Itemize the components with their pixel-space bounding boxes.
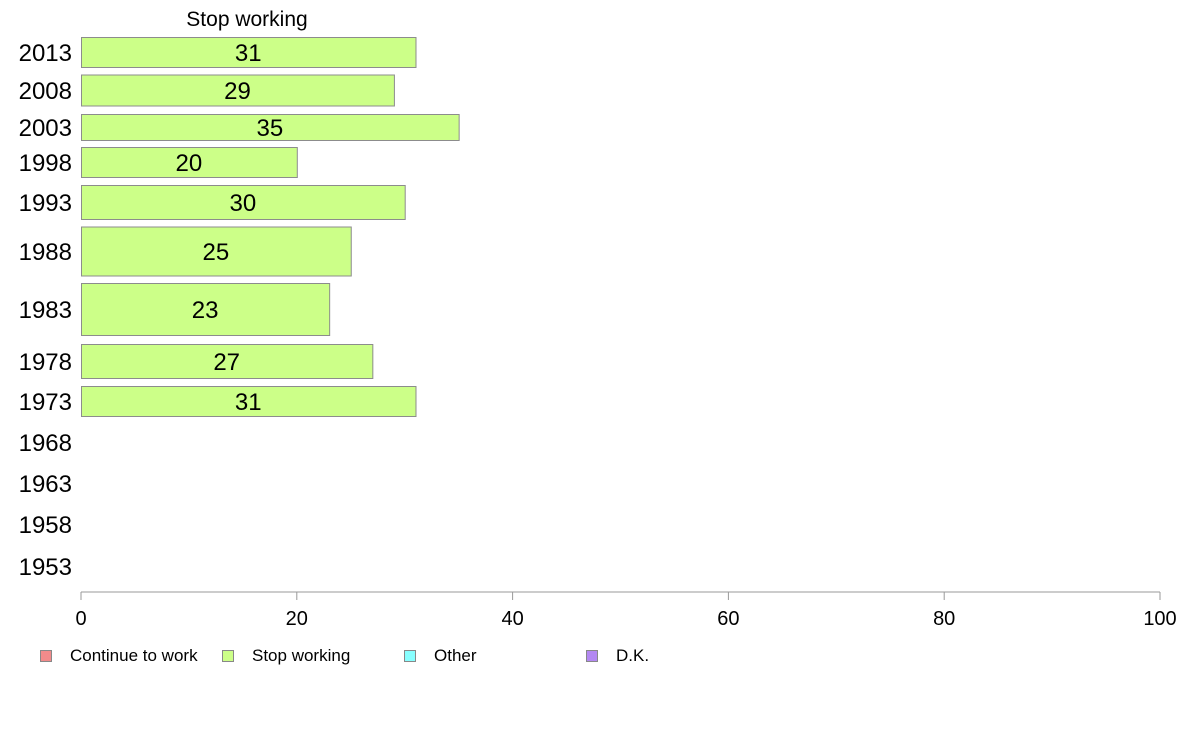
bar-stop-working-1978 xyxy=(81,344,374,379)
legend-item-other: Other xyxy=(404,646,477,666)
bar-value-label-1988: 25 xyxy=(203,239,230,266)
year-labels-group: 2013 2008 2003 1998 1993 1988 1983 1978 1973 1968… xyxy=(19,40,72,581)
legend-item-continue-to-work: Continue to work xyxy=(40,646,198,666)
bar-value-label-2013: 31 xyxy=(235,40,262,67)
bar-stop-working-1998 xyxy=(81,147,298,178)
bar-value-label-1978: 27 xyxy=(213,349,240,376)
legend-item-dk: D.K. xyxy=(586,646,649,666)
year-label-2013: 2013 xyxy=(19,40,72,67)
legend-label-continue-to-work: Continue to work xyxy=(70,646,198,665)
series-header: Stop working xyxy=(186,8,307,31)
year-label-2003: 2003 xyxy=(19,115,72,142)
bar-value-label-1973: 31 xyxy=(235,389,262,416)
legend-swatch-continue-to-work xyxy=(40,650,52,662)
x-tick-label-100: 100 xyxy=(1143,608,1176,630)
legend-swatch-stop-working xyxy=(222,650,234,662)
year-label-1988: 1988 xyxy=(19,239,72,266)
legend-item-stop-working: Stop working xyxy=(222,646,350,666)
bar-stop-working-1973 xyxy=(81,386,417,417)
x-tick-label-40: 40 xyxy=(501,608,523,630)
x-ticks-group: 0 20 40 60 80 100 xyxy=(75,592,1177,630)
legend: Continue to work Stop working Other D.K. xyxy=(0,646,1188,670)
bar-stop-working-1983 xyxy=(81,283,331,336)
x-tick-label-80: 80 xyxy=(933,608,955,630)
year-label-1968: 1968 xyxy=(19,430,72,457)
year-label-1953: 1953 xyxy=(19,554,72,581)
bar-stop-working-1988 xyxy=(81,226,352,277)
legend-label-stop-working: Stop working xyxy=(252,646,351,665)
year-label-1998: 1998 xyxy=(19,150,72,177)
year-label-2008: 2008 xyxy=(19,78,72,105)
year-label-1963: 1963 xyxy=(19,471,72,498)
year-label-1978: 1978 xyxy=(19,349,72,376)
x-tick-label-60: 60 xyxy=(717,608,739,630)
year-label-1993: 1993 xyxy=(19,190,72,217)
bar-stop-working-2003 xyxy=(81,114,460,141)
bar-stop-working-2013 xyxy=(81,37,417,68)
x-tick-label-20: 20 xyxy=(286,608,308,630)
legend-label-other: Other xyxy=(434,646,477,665)
bar-value-label-2008: 29 xyxy=(224,78,251,105)
bar-stop-working-1993 xyxy=(81,185,406,220)
bar-stop-working-2008 xyxy=(81,74,395,107)
bar-value-label-1983: 23 xyxy=(192,297,219,324)
bar-value-label-1993: 30 xyxy=(229,190,256,217)
x-tick-label-0: 0 xyxy=(75,608,86,630)
bar-value-label-1998: 20 xyxy=(176,150,203,177)
year-label-1958: 1958 xyxy=(19,512,72,539)
legend-swatch-dk xyxy=(586,650,598,662)
year-label-1983: 1983 xyxy=(19,297,72,324)
legend-label-dk: D.K. xyxy=(616,646,650,665)
year-label-1973: 1973 xyxy=(19,389,72,416)
bar-value-label-2003: 35 xyxy=(256,115,283,142)
legend-swatch-other xyxy=(404,650,416,662)
